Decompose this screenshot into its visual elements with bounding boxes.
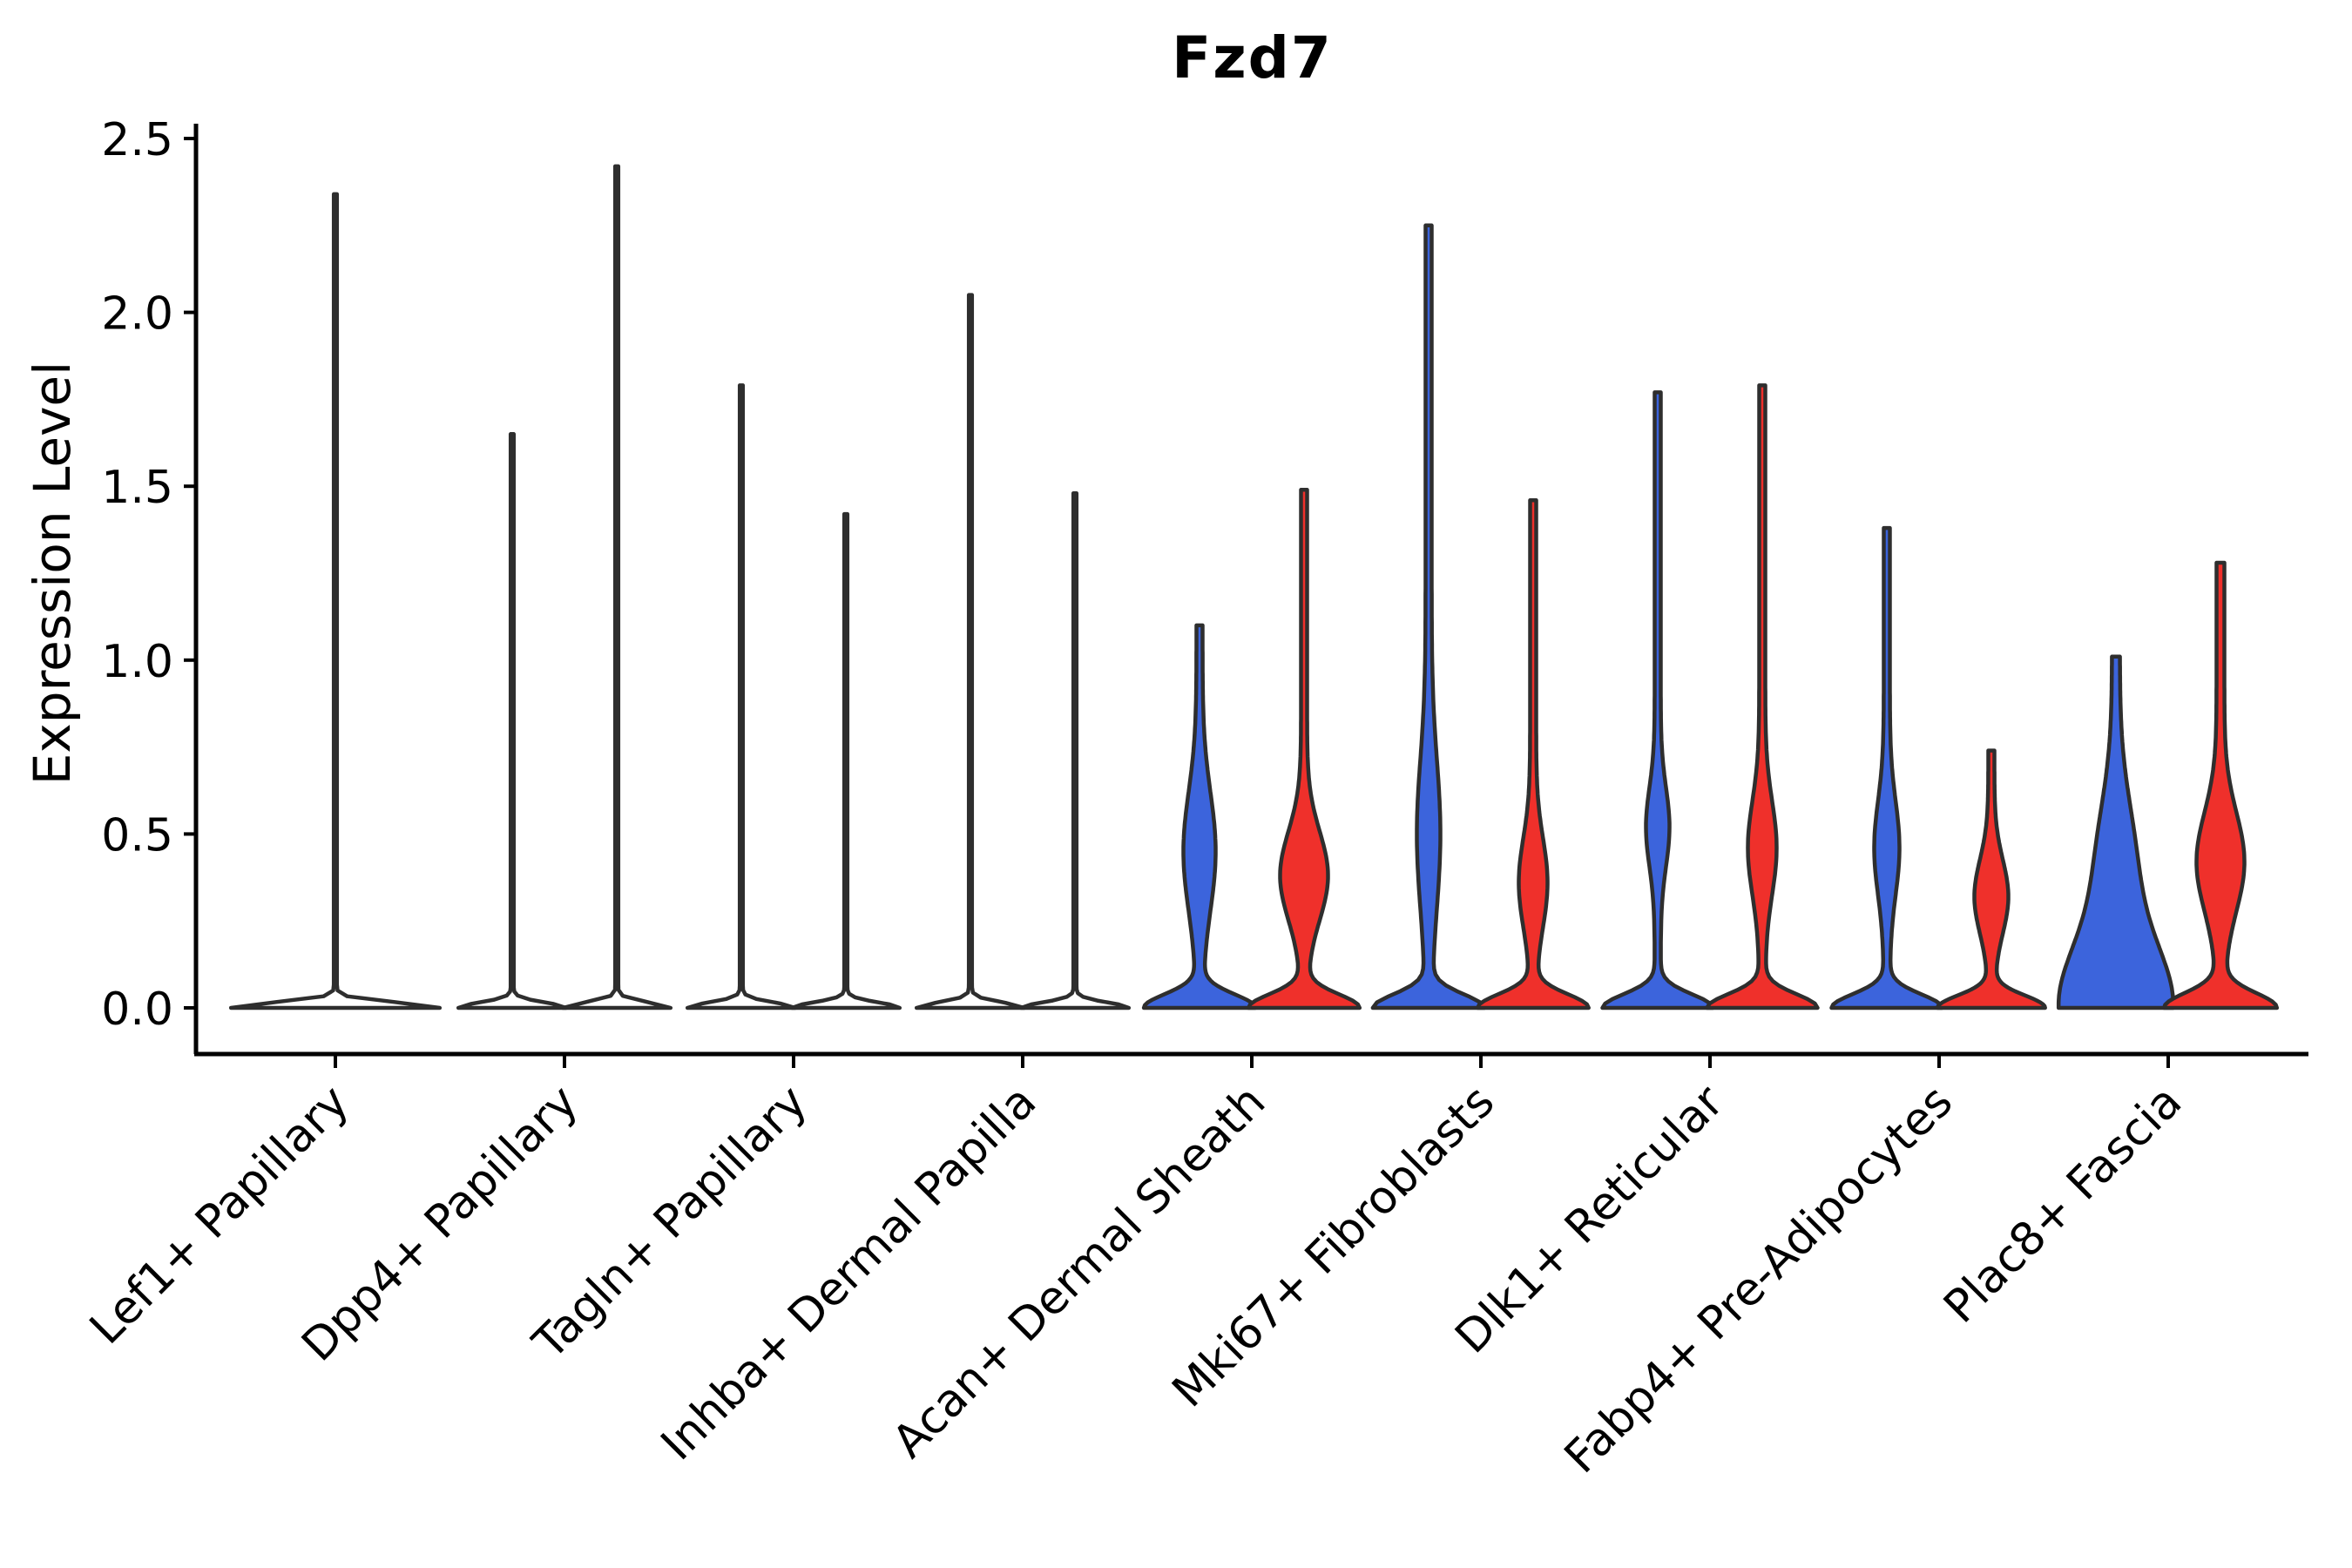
violin-3-right [789,511,902,1010]
violin-4-right [1018,490,1132,1010]
violin-1-center [228,192,443,1010]
violin-7-left [1600,390,1715,1010]
x-tick-label: Fabp4+ Pre-Adipocytes [1555,1076,1963,1484]
violin-4-left [914,293,1027,1010]
violin-5-left [1141,623,1258,1010]
violin-6-left [1370,223,1487,1010]
y-tick-label: 1.0 [101,636,173,688]
x-tick-label: Plac8+ Fascia [1934,1076,2192,1334]
y-tick-label: 2.5 [101,114,173,166]
chart-title: Fzd7 [1172,24,1333,91]
y-tick-label: 1.5 [101,462,173,514]
violin-8-left [1829,525,1944,1010]
x-tick-label: Acan+ Dermal Sheath [883,1076,1276,1469]
y-tick-label: 2.0 [101,288,173,341]
violin-5-right [1246,487,1362,1010]
violin-2-left [456,432,569,1010]
violin-9-left [2056,654,2176,1010]
y-tick-label: 0.0 [101,983,173,1036]
y-axis-label: Expression Level [23,361,82,786]
violin-9-right [2161,560,2280,1010]
x-tick-label: Inhba+ Dermal Papilla [652,1076,1046,1470]
violin-6-right [1476,497,1591,1010]
violin-7-right [1705,383,1820,1010]
y-tick-label: 0.5 [101,809,173,862]
violin-3-left [685,383,798,1010]
violin-8-right [1936,748,2047,1010]
violin-2-right [560,164,673,1010]
